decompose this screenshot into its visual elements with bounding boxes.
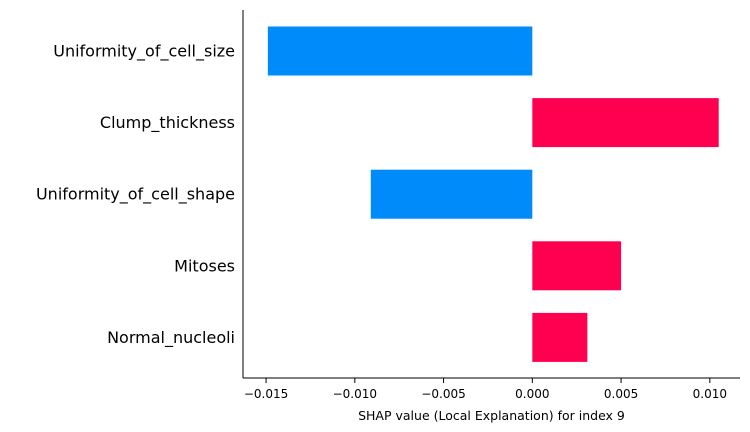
feature-labels-group: Uniformity_of_cell_size Clump_thickness Un… xyxy=(36,42,235,348)
bars-group xyxy=(267,26,719,362)
bar-uniformity-of-cell-size xyxy=(267,26,533,76)
bar-normal-nucleoli xyxy=(532,312,588,362)
bar-clump-thickness xyxy=(532,98,719,148)
x-tick-label: 0.000 xyxy=(515,387,549,401)
feature-label: Normal_nucleoli xyxy=(107,328,235,348)
feature-label: Mitoses xyxy=(174,256,235,275)
x-tick-label: 0.010 xyxy=(693,387,727,401)
x-ticks-group: −0.015 −0.010 −0.005 0.000 0.005 0.010 xyxy=(244,378,727,401)
feature-label: Uniformity_of_cell_shape xyxy=(36,185,235,205)
x-tick-label: −0.015 xyxy=(244,387,288,401)
x-axis-title: SHAP value (Local Explanation) for index… xyxy=(358,408,625,423)
x-tick-label: 0.005 xyxy=(604,387,638,401)
bar-uniformity-of-cell-shape xyxy=(370,169,533,219)
x-tick-label: −0.005 xyxy=(421,387,465,401)
feature-label: Uniformity_of_cell_size xyxy=(53,42,235,62)
x-tick-label: −0.010 xyxy=(333,387,377,401)
feature-label: Clump_thickness xyxy=(100,113,235,133)
bar-mitoses xyxy=(532,241,622,291)
